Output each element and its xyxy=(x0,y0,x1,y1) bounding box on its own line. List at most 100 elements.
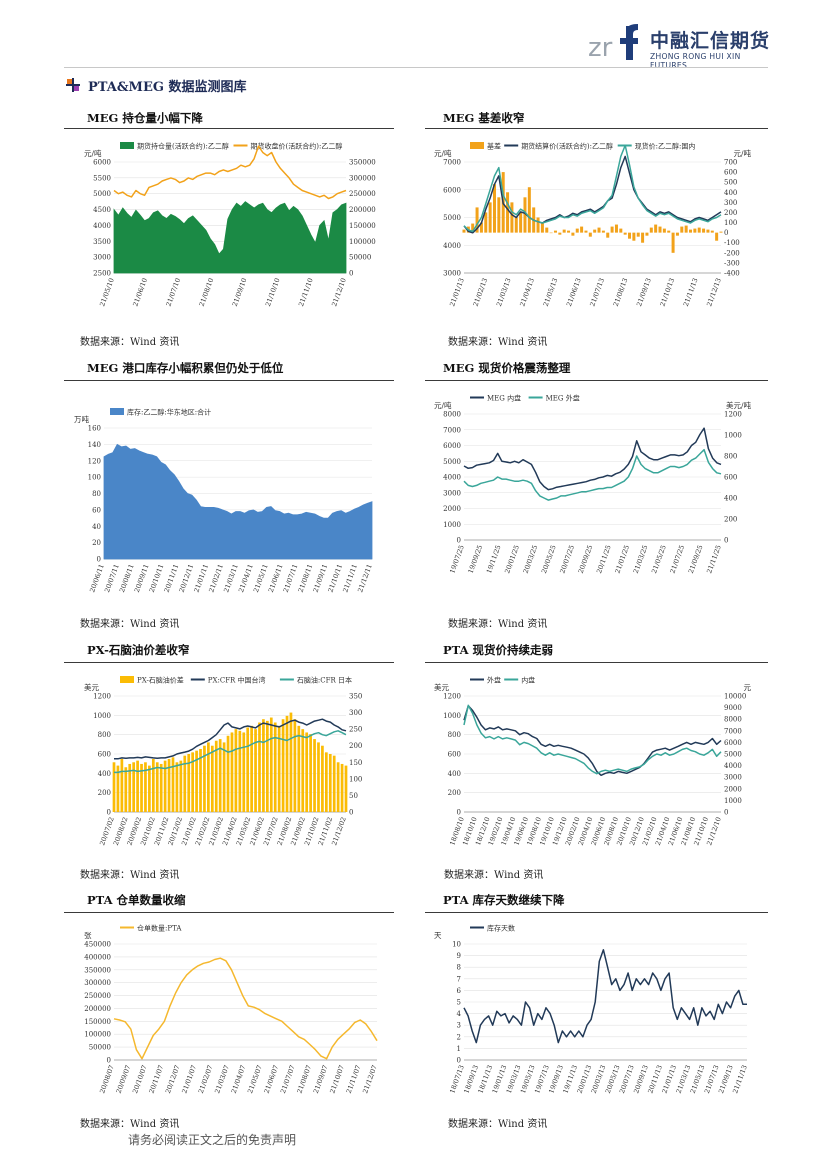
bar xyxy=(297,725,301,812)
bar xyxy=(545,227,549,233)
x-tick-label: 21/12/11 xyxy=(356,563,374,594)
y-tick-right: 300 xyxy=(349,709,362,717)
y-tick-left: 10 xyxy=(452,941,461,949)
y-tick-right: 4000 xyxy=(724,762,742,770)
panel-rule-7 xyxy=(64,912,394,913)
y-tick-left: 60 xyxy=(92,506,101,514)
bar xyxy=(623,232,627,235)
y-tick-right: 300 xyxy=(724,199,737,207)
panel-rule-2 xyxy=(425,128,768,129)
company-logo: zr 中融汇信期货 ZHONG RONG HUI XIN FUTURES xyxy=(588,22,778,70)
bar xyxy=(671,232,675,253)
x-tick-label: 20/07/25 xyxy=(558,544,576,575)
y-tick-left: 800 xyxy=(98,731,111,739)
y-unit-left: 美元 xyxy=(84,682,99,692)
y-tick-right: 600 xyxy=(724,169,737,177)
y-tick-right: 6000 xyxy=(724,739,742,747)
bar xyxy=(273,722,277,812)
bar xyxy=(514,217,518,233)
panel-rule-4 xyxy=(425,380,768,381)
bar xyxy=(649,227,653,233)
bar xyxy=(266,720,269,812)
bar xyxy=(124,767,128,812)
bar xyxy=(214,740,218,812)
bar xyxy=(155,762,159,812)
chart-pta-spot-price: 外盘 内盘 美元 元 0 200 400 600 800 1000 1200 0 1000 2000 300… xyxy=(430,668,755,858)
bar xyxy=(506,192,510,233)
legend-label: 库存天数 xyxy=(487,924,515,933)
bar xyxy=(293,719,297,812)
bar xyxy=(575,228,579,233)
y-tick-right: 400 xyxy=(724,495,737,503)
y-tick-left: 20 xyxy=(92,539,101,547)
y-tick-right: 100 xyxy=(724,219,737,227)
y-tick-right: 9000 xyxy=(724,704,742,712)
bar xyxy=(549,232,553,234)
bar xyxy=(120,758,124,812)
bar xyxy=(226,735,230,812)
y-tick-left: 9 xyxy=(457,952,461,960)
series-area xyxy=(113,201,347,274)
chart-legend: 外盘 内盘 xyxy=(470,676,535,685)
bar xyxy=(285,715,289,812)
bar xyxy=(479,222,483,233)
legend-swatch xyxy=(110,408,124,415)
y-tick-left: 400000 xyxy=(84,953,111,961)
legend-label: PX-石脑油价差 xyxy=(137,676,184,685)
x-tick-label: 21/05/13 xyxy=(542,277,560,308)
chart-legend: 基差 期货结算价(活跃合约):乙二醇 现货价:乙二醇:国内 xyxy=(470,142,695,151)
y-tick-left: 100 xyxy=(88,474,101,482)
chart-svg: 仓单数量:PTA 张 0 50000 100000 150000 200000 250000 3… xyxy=(84,924,379,1095)
bar xyxy=(321,745,324,812)
bar xyxy=(246,727,250,812)
y-tick-left: 0 xyxy=(457,1057,461,1065)
legend-label: 现货价:乙二醇:国内 xyxy=(635,142,696,151)
x-tick-label: 21/09/10 xyxy=(231,277,249,308)
x-tick-label: 21/08/13 xyxy=(612,277,630,308)
bar xyxy=(684,225,688,233)
bar xyxy=(195,750,198,812)
x-tick-label: 21/09/13 xyxy=(635,277,653,308)
bar xyxy=(210,745,214,812)
y-tick-right: 200 xyxy=(724,209,737,217)
bar xyxy=(580,226,584,233)
chart-meg-open-interest: 期货持仓量(活跃合约):乙二醇 期货收盘价(活跃合约):乙二醇 元/吨 2500 300… xyxy=(80,134,380,319)
bar xyxy=(277,725,281,812)
bar xyxy=(471,223,475,233)
logo-zr-letters: zr xyxy=(588,33,613,63)
y-tick-right: 1200 xyxy=(724,411,742,419)
y-tick-right: 0 xyxy=(349,270,353,278)
y-tick-left: 4000 xyxy=(93,222,111,230)
bar xyxy=(336,762,340,812)
bar xyxy=(536,217,540,233)
x-tick-label: 21/08/07 xyxy=(295,1064,313,1095)
y-tick-left: 40 xyxy=(92,523,101,531)
bar xyxy=(702,228,706,233)
bar xyxy=(340,763,344,812)
y-tick-right: 200000 xyxy=(349,206,376,214)
x-tick-label: 21/11/07 xyxy=(345,1064,363,1095)
bar xyxy=(597,227,601,233)
bar xyxy=(636,232,640,237)
x-tick-label: 21/05/07 xyxy=(246,1064,264,1095)
y-tick-right: 400 xyxy=(724,189,737,197)
y-tick-left: 6000 xyxy=(93,159,111,167)
panel-rule-5 xyxy=(64,662,394,663)
panel-title-2: MEG 基差收窄 xyxy=(443,111,525,125)
y-tick-right: 7000 xyxy=(724,727,742,735)
legend-label: 外盘 xyxy=(487,676,501,685)
y-tick-left: 400 xyxy=(98,770,111,778)
bar xyxy=(492,184,496,233)
x-tick-label: 20/08/07 xyxy=(98,1064,116,1095)
y-tick-right: 0 xyxy=(724,537,728,545)
y-tick-left: 120 xyxy=(88,457,101,465)
bar xyxy=(588,232,592,237)
y-tick-left: 7000 xyxy=(443,426,461,434)
legend-swatch xyxy=(120,142,134,149)
y-tick-right: 50000 xyxy=(349,254,371,262)
x-tick-label: 21/02/07 xyxy=(197,1064,215,1095)
x-tick-label: 21/07/07 xyxy=(279,1064,297,1095)
legend-swatch xyxy=(470,142,484,149)
